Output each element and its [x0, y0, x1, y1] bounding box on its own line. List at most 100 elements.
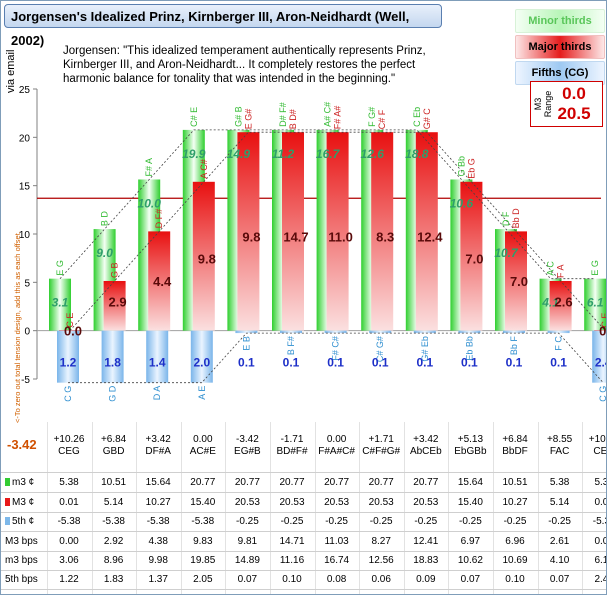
- fifth-name: D A: [152, 386, 162, 401]
- table-cell: 0.08: [326, 574, 347, 585]
- column-offset: +8.55: [546, 434, 573, 445]
- table-cell: 10.51: [101, 477, 127, 488]
- major-third-bar: [282, 132, 304, 331]
- fifth-value: 0.1: [550, 356, 567, 370]
- major-third-value: 9.8: [198, 252, 216, 267]
- major-third-value: 2.6: [555, 294, 573, 309]
- chart-title: Jorgensen's Idealized Prinz, Kirnberger …: [4, 4, 442, 48]
- column-chord: BbDF: [502, 446, 528, 457]
- table-cell: 15.40: [457, 497, 483, 508]
- table-cell: 0.00: [594, 536, 606, 547]
- table-cell: 0.01: [59, 497, 79, 508]
- column-offset: +10.26: [53, 434, 85, 445]
- fifth-name: A E: [197, 386, 207, 400]
- major-third-name: F# A#: [333, 106, 343, 130]
- row-swatch: [5, 478, 10, 486]
- minor-third-bar: [49, 278, 71, 331]
- column-header: +3.42 DF#A: [138, 434, 178, 458]
- row-divider: [1, 589, 606, 590]
- column-offset: +6.84: [502, 434, 528, 445]
- column-separator: [314, 422, 316, 594]
- minor-third-value: 9.0: [96, 246, 113, 260]
- column-separator: [582, 422, 584, 594]
- table-cell: 1.37: [148, 574, 168, 585]
- table-cell: 20.53: [368, 497, 394, 508]
- table-cell: 9.98: [148, 555, 168, 566]
- fifth-name: G D: [108, 385, 118, 402]
- offset-value: -3.42: [7, 437, 37, 452]
- table-cell: -5.38: [592, 516, 606, 527]
- column-chord: AC#E: [189, 446, 216, 457]
- column-header: +6.84 BbDF: [495, 434, 535, 458]
- table-cell: 10.27: [145, 497, 171, 508]
- table-cell: 8.96: [103, 555, 124, 566]
- fifth-value: 2.4: [595, 356, 606, 370]
- column-separator: [448, 422, 450, 594]
- range-min: 0.0: [562, 84, 586, 103]
- fifth-value: 1.8: [104, 356, 121, 370]
- column-offset: +3.42: [413, 434, 439, 445]
- range-max: 20.5: [557, 104, 591, 123]
- major-third-bar: [549, 280, 572, 331]
- fifth-name: B F#: [286, 336, 296, 355]
- table-cell: 15.64: [145, 477, 171, 488]
- column-header: +5.13 EbGBb: [450, 434, 490, 458]
- row-divider: [1, 531, 606, 532]
- table-cell: -5.38: [57, 516, 81, 527]
- column-separator: [403, 422, 405, 594]
- table-cell: 19.85: [190, 555, 216, 566]
- table-cell: 0.07: [549, 574, 570, 585]
- table-cell: 20.77: [234, 477, 260, 488]
- fifth-name: Bb F: [509, 336, 519, 356]
- fifth-value: 0.1: [461, 356, 478, 370]
- major-third-bar: [192, 181, 215, 331]
- table-cell: 20.53: [413, 497, 439, 508]
- fifth-bar: [57, 330, 79, 383]
- fifth-trend-curve: [68, 332, 604, 384]
- table-cell: 9.81: [237, 536, 258, 547]
- table-cell: 14.71: [279, 536, 305, 547]
- fifth-bar: [413, 330, 436, 334]
- row-label-text: M3 bps: [5, 536, 38, 547]
- table-cell: -5.38: [191, 516, 215, 527]
- table-cell: 15.64: [457, 477, 483, 488]
- table-cell: 20.77: [324, 477, 350, 488]
- minor-third-value: 11.2: [272, 147, 295, 161]
- major-third-bar: [237, 132, 260, 331]
- fifth-bar: [190, 330, 213, 383]
- table-cell: 0.01: [594, 497, 606, 508]
- table-cell: 15.40: [190, 497, 216, 508]
- fifth-name: C G: [63, 386, 73, 402]
- row-label-text: M3 ¢: [12, 497, 35, 508]
- major-third-value: 7.0: [510, 274, 528, 289]
- y-tick-label: 25: [19, 85, 31, 96]
- table-cell: 12.41: [413, 536, 439, 547]
- column-offset: +6.84: [100, 434, 127, 445]
- fifth-bar: [324, 330, 347, 334]
- minor-third-value: 16.7: [316, 147, 341, 161]
- major-third-bar: [371, 132, 394, 331]
- row-label-text: m3 bps: [5, 555, 38, 566]
- minor-third-name: G# B: [233, 106, 243, 127]
- minor-third-name: C Eb: [412, 107, 422, 127]
- fifth-name: Eb Bb: [464, 336, 474, 361]
- table-cell: 18.83: [413, 555, 439, 566]
- fifth-bar: [369, 330, 392, 334]
- fifth-value: 0.1: [372, 356, 389, 370]
- fifth-value: 1.2: [60, 356, 77, 370]
- table-cell: 20.77: [190, 477, 216, 488]
- table-cell: 2.92: [103, 536, 124, 547]
- row-swatch: [5, 498, 10, 506]
- minor-third-value: 14.9: [227, 147, 251, 161]
- major-third-name: A C#: [199, 159, 209, 179]
- major-third-name: F A: [556, 264, 566, 278]
- table-cell: 0.10: [282, 574, 302, 585]
- table-cell: 2.05: [193, 574, 213, 585]
- fifth-bar: [547, 330, 570, 334]
- major-third-value: 2.9: [109, 294, 127, 309]
- minor-third-value: 3.1: [52, 296, 69, 310]
- major-third-name: C# F: [377, 109, 387, 129]
- table-cell: 20.77: [413, 477, 439, 488]
- table-cell: -5.38: [146, 516, 170, 527]
